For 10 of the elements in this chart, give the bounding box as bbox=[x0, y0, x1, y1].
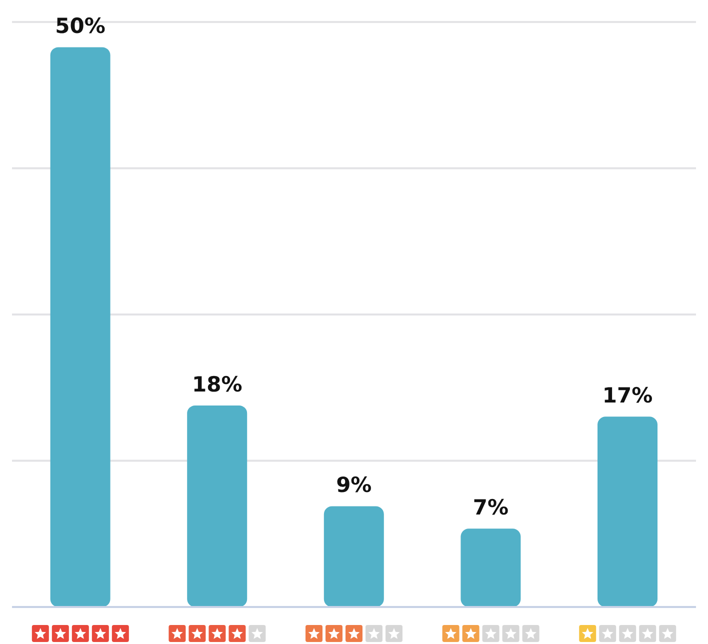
data-label: 7% bbox=[472, 496, 509, 520]
data-label: 9% bbox=[336, 473, 372, 498]
bar bbox=[460, 528, 521, 607]
bar bbox=[324, 506, 384, 607]
bar bbox=[598, 416, 658, 607]
data-label: 17% bbox=[602, 384, 653, 408]
data-label: 50% bbox=[55, 14, 106, 38]
bar bbox=[50, 47, 110, 607]
bar bbox=[187, 405, 248, 607]
data-label: 18% bbox=[192, 372, 242, 396]
